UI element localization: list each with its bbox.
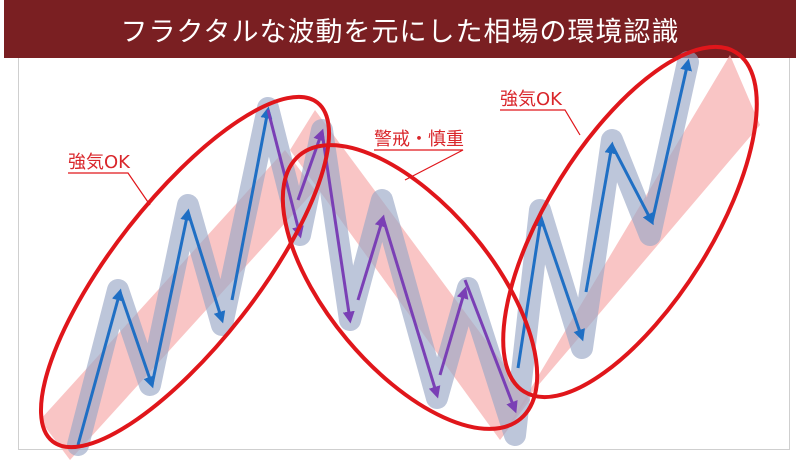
callout-right: [500, 109, 581, 136]
arrow-segment: [118, 291, 155, 389]
callout-middle: [374, 149, 464, 181]
arrow-segment: [296, 128, 325, 201]
arrow-segment: [266, 109, 304, 239]
callout-left: [68, 172, 151, 206]
arrow-segment: [230, 106, 273, 301]
arrow-segment: [584, 141, 617, 293]
arrow-segment: [356, 214, 387, 301]
ellipse-middle: [280, 143, 540, 431]
title-banner: フラクタルな波動を元にした相場の環境認識: [4, 0, 796, 58]
callout-lines: [68, 109, 581, 206]
arrow-segment: [516, 214, 546, 369]
ellipse-right: [501, 44, 759, 400]
right-blue-arrows: [516, 58, 693, 369]
arrow-segment: [186, 211, 226, 324]
label-bullish-right: 強気OK: [500, 89, 563, 110]
left-blue-arrows: [76, 106, 273, 446]
label-bullish-left: 強気OK: [68, 152, 131, 173]
highlight-ellipses: [38, 44, 759, 450]
ellipse-left: [38, 94, 332, 450]
arrow-segment: [76, 288, 124, 446]
label-caution-middle: 警戒・慎重: [374, 129, 464, 150]
shadow-wave: [67, 51, 699, 456]
arrow-segment: [650, 58, 693, 223]
arrow-segment: [381, 217, 441, 399]
band-uptrend-right: [500, 55, 760, 440]
arrow-segment: [150, 208, 193, 386]
diagram-frame: [18, 58, 790, 450]
arrow-segment: [463, 279, 518, 414]
arrow-segment: [610, 144, 654, 226]
page-title: フラクタルな波動を元にした相場の環境認識: [120, 16, 680, 48]
arrow-segment: [539, 217, 585, 342]
arrow-segment: [438, 286, 469, 376]
